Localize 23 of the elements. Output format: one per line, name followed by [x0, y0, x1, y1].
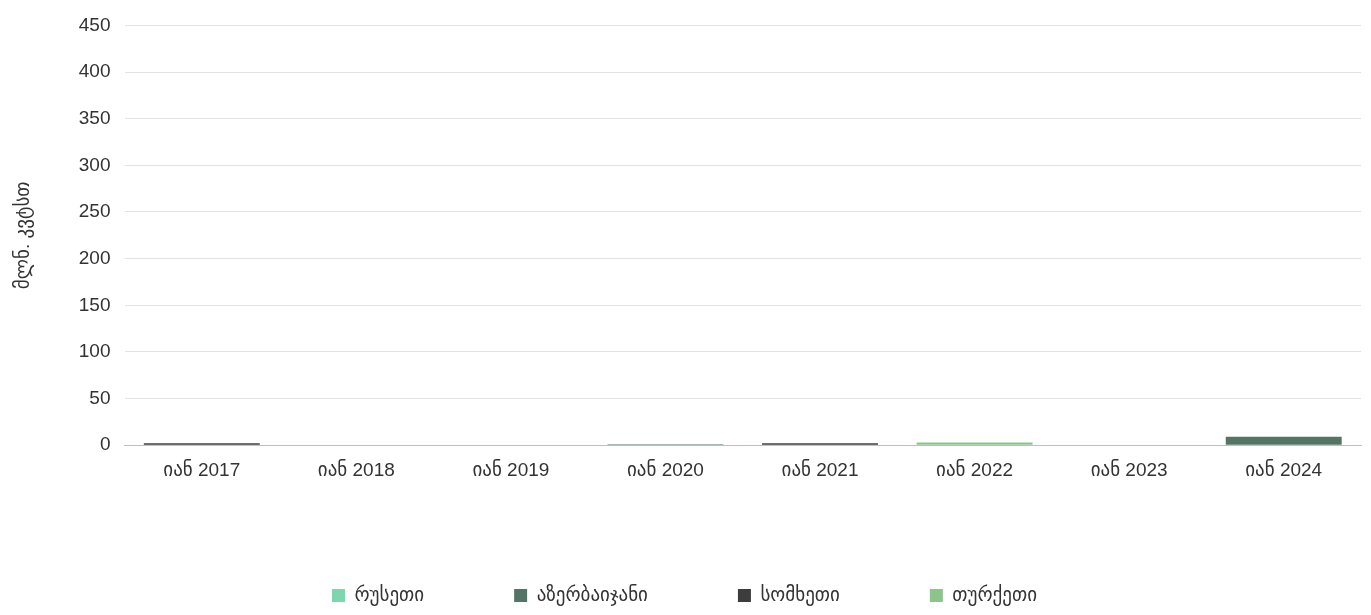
y-tick-label: 50: [89, 386, 111, 408]
x-tick-label: იან 2023: [1090, 458, 1168, 480]
y-tick-label: 0: [99, 433, 111, 455]
y-axis-title: მლნ. კვტსთ: [11, 181, 34, 290]
x-tick-label: იან 2024: [1245, 458, 1323, 480]
x-tick-label: იან 2017: [163, 458, 241, 480]
x-tick-label: იან 2022: [936, 458, 1014, 480]
y-tick-label: 300: [78, 153, 111, 175]
y-tick-label: 450: [78, 13, 111, 35]
y-tick-label: 150: [78, 293, 111, 315]
x-tick-label: იან 2018: [317, 458, 395, 480]
y-tick-label: 100: [78, 340, 111, 362]
y-tick-label: 250: [78, 200, 111, 222]
legend-label: რუსეთი: [354, 583, 425, 606]
y-tick-label: 200: [78, 246, 111, 268]
x-tick-label: იან 2021: [781, 458, 859, 480]
x-tick-label: იან 2019: [472, 458, 550, 480]
y-tick-label: 400: [78, 60, 111, 82]
legend-label: თურქეთი: [952, 583, 1038, 606]
legend-label: სომხეთი: [760, 583, 840, 606]
y-tick-label: 350: [78, 106, 111, 128]
legend-label: აზერბაიჯანი: [536, 583, 648, 606]
x-tick-label: იან 2020: [626, 458, 704, 480]
